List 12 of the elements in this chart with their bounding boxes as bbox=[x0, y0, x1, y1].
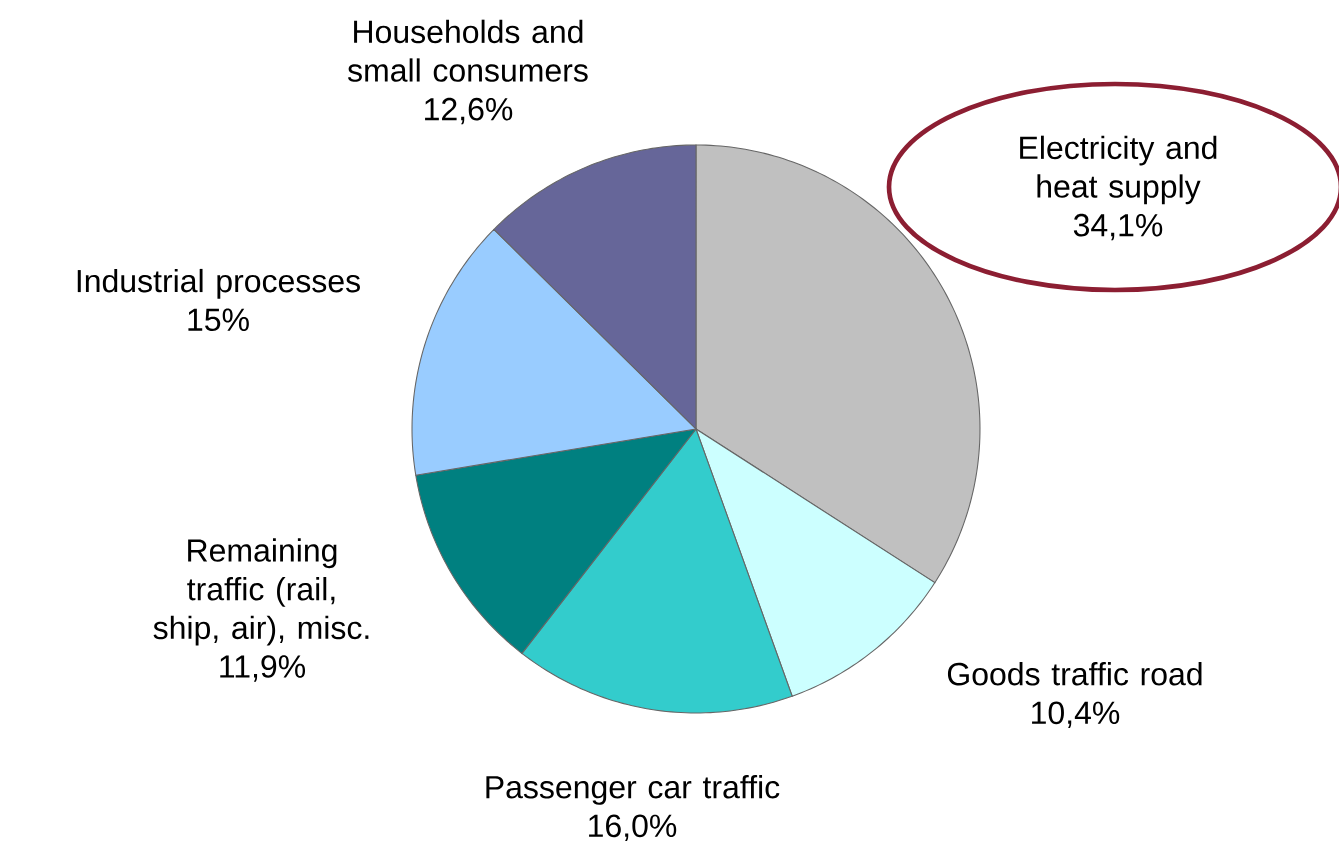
data-label: 12,6% bbox=[425, 97, 513, 125]
data-label: 11,9% bbox=[220, 655, 306, 682]
slice-label: Remaining traffic (rail, ship, air), misc. bbox=[153, 538, 369, 646]
data-label: 16,0% bbox=[589, 814, 677, 841]
slice-label: Electricity and heat supply bbox=[1020, 135, 1217, 205]
data-label: 10,4% bbox=[1032, 701, 1120, 728]
slice-label: Passenger car traffic bbox=[486, 775, 780, 805]
data-label: 15% bbox=[188, 308, 249, 332]
slice-label: Households and small consumers bbox=[347, 19, 588, 82]
slice-label: Industrial processes bbox=[77, 268, 360, 299]
data-label: 34,1% bbox=[1073, 213, 1163, 241]
slice-label: Goods traffic road bbox=[947, 662, 1202, 686]
